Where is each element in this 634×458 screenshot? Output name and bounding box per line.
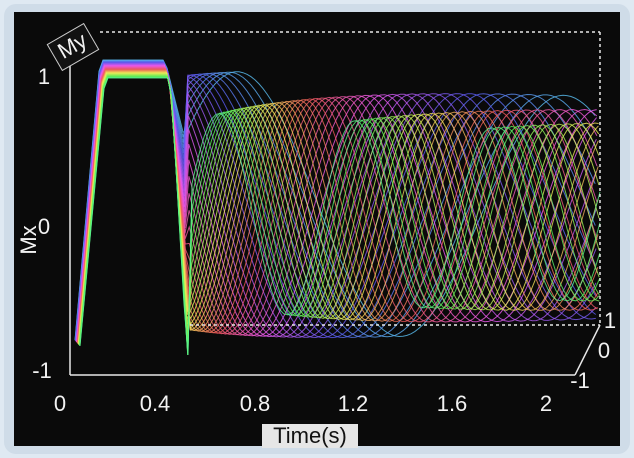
box-frame [69,31,601,376]
time-axis-label: Time(s) [273,423,347,448]
time-tick-label: 1.2 [338,391,369,416]
time-tick-label: 0.8 [240,391,271,416]
my-label-box [46,22,100,72]
time-tick-label: 0.4 [140,391,171,416]
my-tick-label: 1 [604,308,616,333]
mx-tick-label: 0 [38,214,50,239]
mx-axis-label: Mx [16,225,41,254]
trajectory-curves [74,59,601,356]
mx-tick-label: 1 [38,64,50,89]
my-tick-label: 0 [598,338,610,363]
time-tick-label: 2 [540,391,552,416]
time-tick-label: 0 [54,391,66,416]
time-label-box [262,424,358,448]
time-tick-label: 1.6 [437,391,468,416]
trajectory [79,77,601,356]
my-tick-label: -1 [570,368,590,393]
mx-tick-label: -1 [32,358,52,383]
